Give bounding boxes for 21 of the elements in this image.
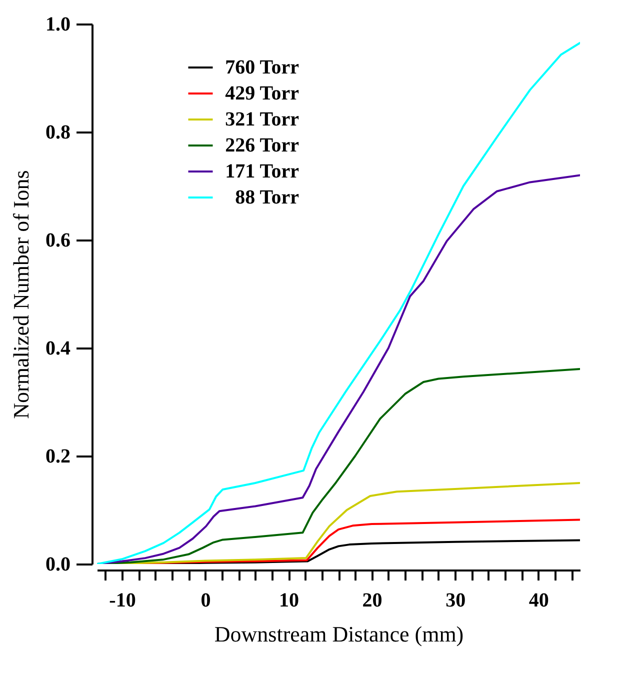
y-tick-label: 0.8	[46, 122, 70, 144]
legend-label: 429 Torr	[225, 82, 300, 104]
y-tick-label: 0.6	[46, 230, 70, 252]
legend-label: 226 Torr	[225, 134, 300, 156]
legend-label: 171 Torr	[225, 160, 300, 182]
y-tick-label: 0.2	[46, 446, 70, 468]
legend-label: 88 Torr	[235, 186, 300, 208]
x-tick-label: -10	[109, 590, 136, 612]
line-series	[97, 42, 580, 564]
x-tick-label: 0	[200, 590, 211, 612]
y-tick-label: 0.0	[46, 554, 70, 576]
y-tick-label: 1.0	[46, 14, 70, 36]
y-tick-label: 0.4	[46, 338, 70, 360]
x-axis-title: Downstream Distance (mm)	[214, 622, 464, 646]
y-axis-title: Normalized Number of Ions	[8, 170, 34, 419]
x-tick-label: 10	[279, 590, 300, 612]
x-tick-label: 30	[446, 590, 466, 612]
legend-label: 321 Torr	[225, 108, 300, 130]
x-tick-label: 20	[362, 590, 382, 612]
x-tick-label: 40	[528, 590, 549, 612]
legend-label: 760 Torr	[225, 56, 300, 78]
